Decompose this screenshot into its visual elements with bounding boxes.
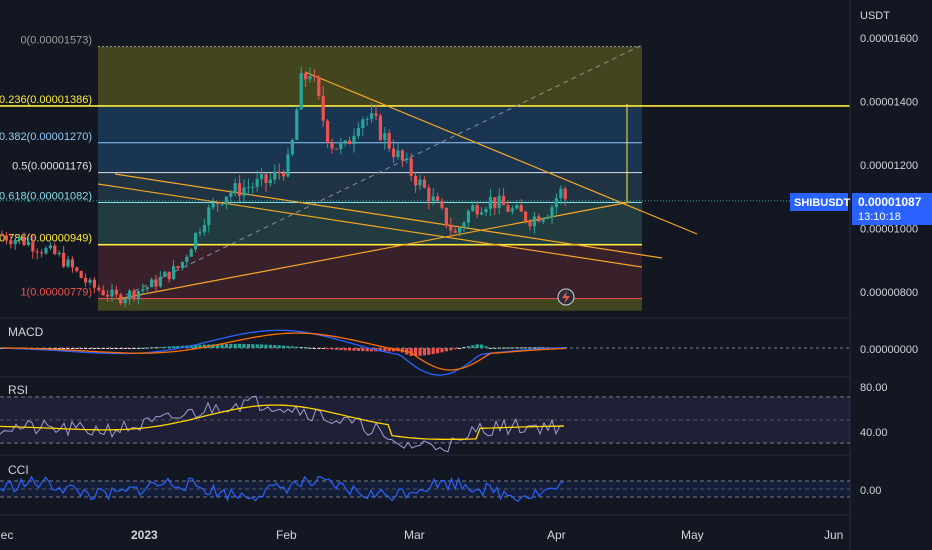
lightning-alert-icon[interactable] <box>557 288 575 306</box>
macd-axis-value: 0.00000000 <box>860 344 918 356</box>
rsi-axis-80: 80.00 <box>860 382 888 394</box>
rsi-pane[interactable]: RSI <box>0 383 850 453</box>
rsi-label: RSI <box>8 383 28 397</box>
price-tick: 0.00000800 <box>860 287 918 299</box>
price-tick: 0.00001600 <box>860 33 918 45</box>
lower-channel-line-2 <box>97 183 643 268</box>
rsi-axis-40: 40.00 <box>860 427 888 439</box>
price-tick: 0.00001200 <box>860 160 918 172</box>
time-label-apr: Apr <box>547 528 566 542</box>
trend-drawings[interactable] <box>97 44 698 300</box>
symbol-label: SHIBUSDT <box>794 197 851 209</box>
price-tick: 0.00001400 <box>860 97 918 109</box>
cci-axis-zero: 0.00 <box>860 485 881 497</box>
lower-channel-line-1 <box>114 173 663 259</box>
macd-pane[interactable]: MACD <box>0 325 850 376</box>
fib-level-label: 0.5(0.00001176) <box>12 161 92 173</box>
fib-level-label: 0.236(0.00001386) <box>0 94 92 106</box>
fib-diagonal <box>117 44 643 300</box>
fib-level-label: 0(0.00001573) <box>20 35 92 47</box>
time-label-2023: 2023 <box>131 528 158 542</box>
fib-level-label: 0.618(0.00001082) <box>0 191 92 203</box>
cci-pane[interactable]: CCI <box>0 463 850 503</box>
time-label-dec: Dec <box>0 528 13 542</box>
ascending-trendline <box>117 201 631 300</box>
time-label-jun: Jun <box>824 528 843 542</box>
currency-label: USDT <box>860 10 890 22</box>
price-axis[interactable]: USDT 0.000016000.000014000.000012000.000… <box>790 10 932 497</box>
time-label-mar: Mar <box>404 528 425 542</box>
time-label-feb: Feb <box>276 528 297 542</box>
price-badge <box>852 193 932 225</box>
time-label-may: May <box>681 528 704 542</box>
macd-label: MACD <box>8 325 44 339</box>
price-tick: 0.00001000 <box>860 224 918 236</box>
cci-label: CCI <box>8 463 29 477</box>
time-axis[interactable]: Dec 2023 Feb Mar Apr May Jun <box>0 528 843 542</box>
fib-level-label: 0.382(0.00001270) <box>0 131 92 143</box>
bar-countdown: 13:10:18 <box>858 211 901 223</box>
current-price: 0.00001087 <box>858 195 922 209</box>
descending-trendline <box>304 71 698 235</box>
fib-level-label: 1(0.00000779) <box>20 287 92 299</box>
candlestick-series <box>0 67 850 308</box>
symbol-badge[interactable] <box>790 193 848 211</box>
fibonacci-zones <box>98 46 642 311</box>
